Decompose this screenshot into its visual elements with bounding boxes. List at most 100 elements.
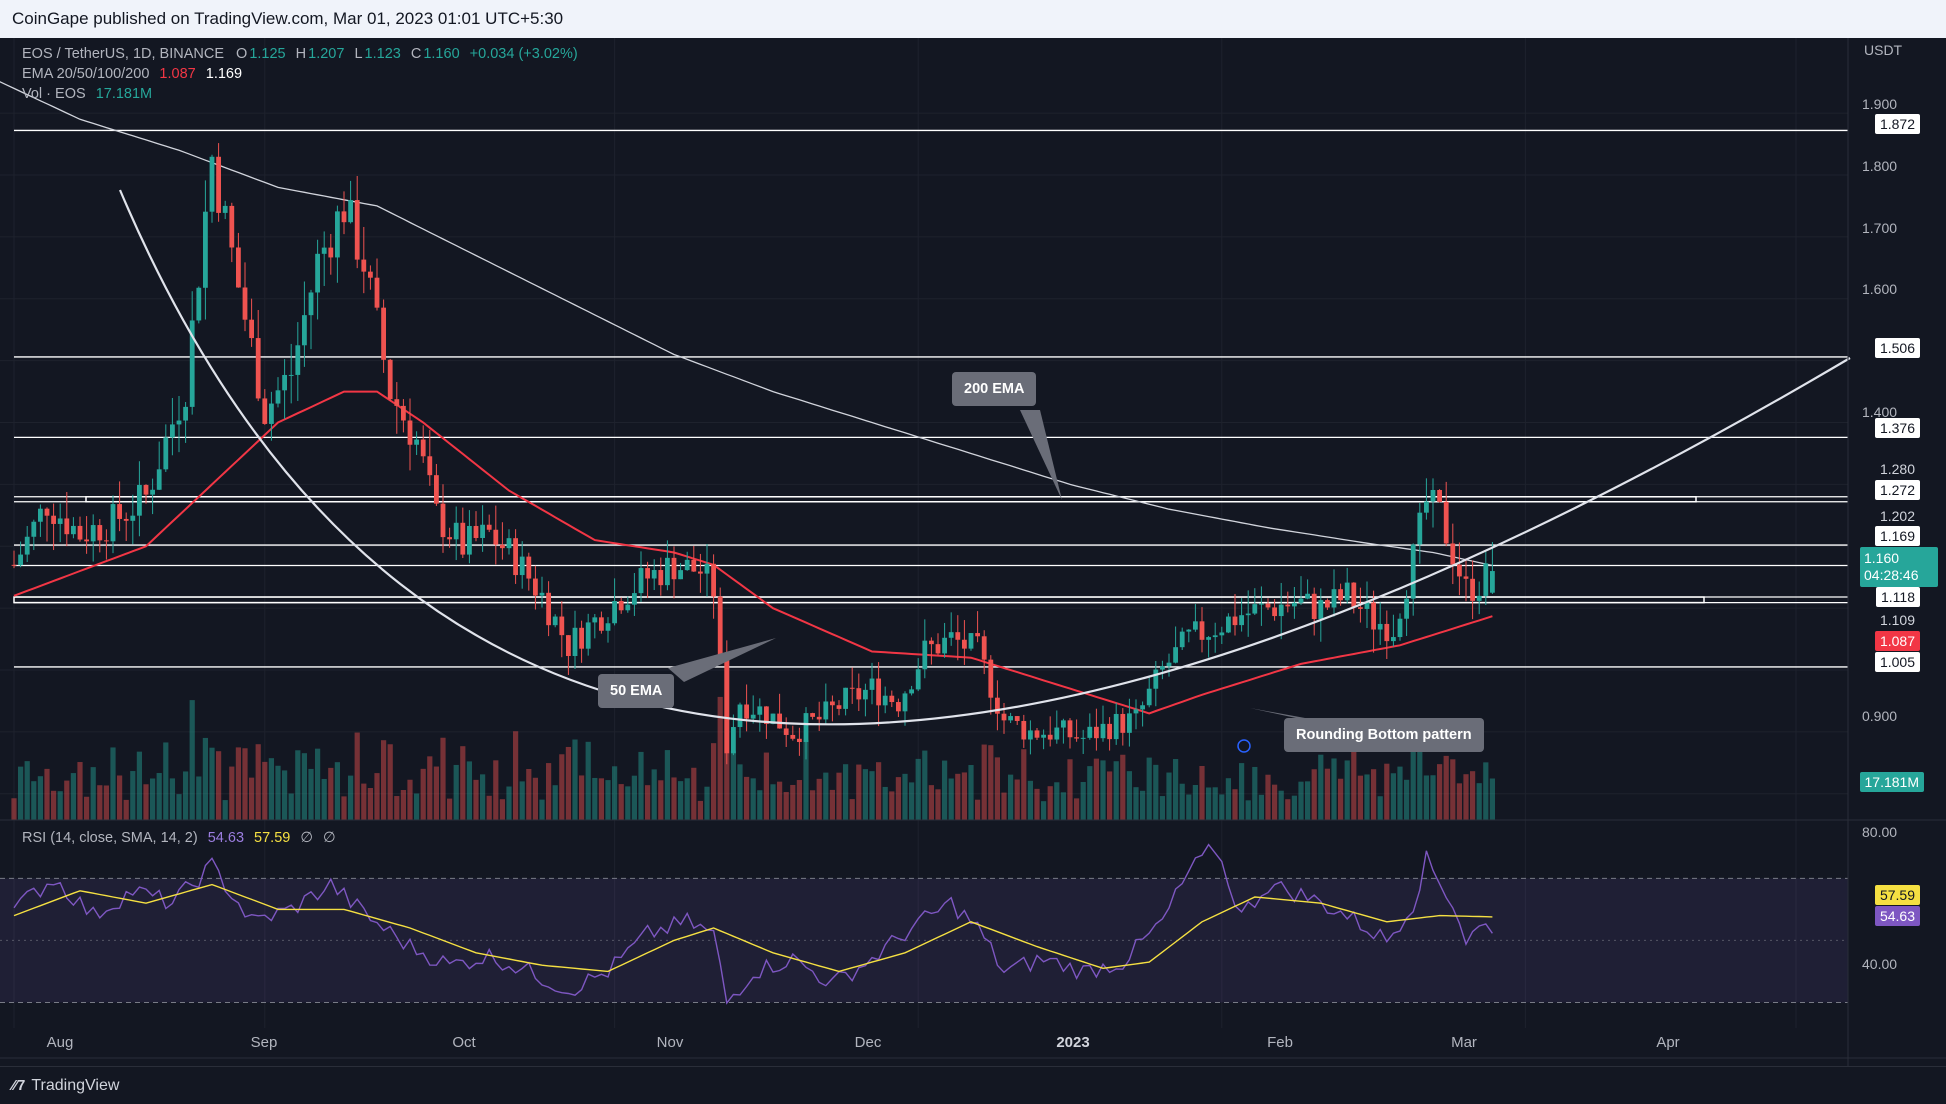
volume-bar <box>585 741 591 820</box>
volume-bar <box>579 775 585 820</box>
candle-body <box>374 277 380 308</box>
candle-body <box>1146 688 1152 706</box>
footer-brand[interactable]: TradingView <box>31 1076 120 1094</box>
candle-body <box>341 211 347 223</box>
price-tick: 1.400 <box>1862 404 1898 420</box>
curve-anchor-point <box>1237 739 1251 753</box>
volume-bar <box>631 775 637 820</box>
volume-bar <box>433 766 439 820</box>
volume-bar <box>862 769 868 820</box>
volume-bar <box>183 771 189 820</box>
candle-body <box>744 704 749 719</box>
x-tick-feb: Feb <box>1267 1034 1293 1051</box>
candle-body <box>1014 716 1020 721</box>
chart-frame[interactable]: EOS / TetherUS, 1D, BINANCE O 1.125 H 1.20… <box>0 38 1946 1066</box>
candle-body <box>552 616 558 626</box>
symbol-label[interactable]: EOS / TetherUS, 1D, BINANCE <box>22 46 224 62</box>
chart-canvas[interactable] <box>0 38 1946 1066</box>
candle-body <box>486 524 492 530</box>
volume-bar <box>110 747 116 820</box>
candle-body <box>368 271 373 278</box>
volume-bar <box>1265 774 1271 820</box>
candle-body <box>51 515 56 524</box>
ema-legend[interactable]: EMA 20/50/100/200 1.087 1.169 <box>22 66 242 82</box>
candle-body <box>480 524 485 538</box>
volume-bar <box>1120 754 1126 820</box>
volume-bar <box>948 778 954 820</box>
rsi-legend[interactable]: RSI (14, close, SMA, 14, 2) 54.63 57.59 … <box>22 830 336 846</box>
volume-bar <box>935 789 941 820</box>
candle-body <box>882 695 888 706</box>
candle-body <box>302 315 307 346</box>
candle-body <box>519 556 525 576</box>
candle-body <box>1087 726 1093 738</box>
candle-body <box>995 697 1000 714</box>
volume-bar <box>539 799 545 820</box>
volume-legend[interactable]: Vol · EOS 17.181M <box>22 86 158 102</box>
volume-bar <box>1377 796 1383 820</box>
x-tick-nov: Nov <box>656 1034 684 1051</box>
candle-body <box>1160 666 1165 670</box>
candle-body <box>249 319 254 339</box>
volume-bar <box>235 747 241 820</box>
volume-bar <box>268 758 274 820</box>
volume-bar <box>1470 771 1476 820</box>
candle-body <box>1285 604 1291 607</box>
tradingview-logo-icon[interactable]: ⁄⁄7 <box>12 1077 26 1094</box>
candle-body <box>57 518 63 524</box>
rsi-sma-value: 57.59 <box>254 830 291 846</box>
candle-body <box>460 522 466 555</box>
level-tag-1109: 1.109 <box>1879 612 1915 628</box>
volume-bar <box>103 785 109 820</box>
candle-body <box>506 538 512 549</box>
volume-bar <box>466 761 472 820</box>
candle-body <box>902 693 908 712</box>
volume-bar <box>572 739 578 820</box>
volume-bar <box>1456 783 1462 820</box>
volume-bar <box>552 785 558 820</box>
candle-body <box>823 701 829 720</box>
volume-bar <box>1443 755 1449 820</box>
volume-bar <box>790 784 796 820</box>
volume-bar <box>328 767 334 820</box>
candle-body <box>24 536 30 555</box>
candle-body <box>1094 726 1099 739</box>
candle-body <box>513 538 518 576</box>
candle-body <box>11 564 17 566</box>
ema200-value: 1.169 <box>205 66 243 82</box>
candle-body <box>1061 720 1066 728</box>
candle-body <box>876 678 881 706</box>
candle-body <box>770 713 776 724</box>
volume-layer <box>11 660 1495 820</box>
volume-bar <box>1344 760 1350 820</box>
candle-body <box>269 403 274 424</box>
volume-bar <box>189 700 195 820</box>
ema50-tag: 1.087 <box>1874 631 1920 651</box>
candle-body <box>869 678 875 690</box>
candle-body <box>229 205 235 248</box>
candle-body <box>18 554 23 566</box>
candle-body <box>1054 727 1060 740</box>
candle-body <box>453 522 459 540</box>
x-tick-2023: 2023 <box>1056 1034 1090 1051</box>
volume-bar <box>783 792 789 820</box>
candle-body <box>288 374 294 376</box>
volume-bar <box>1166 772 1172 820</box>
candle-body <box>559 616 565 636</box>
horizontal-levels-layer <box>13 129 1848 668</box>
candle-body <box>170 424 175 438</box>
candle-body <box>1483 563 1489 596</box>
candle-body <box>691 559 697 572</box>
volume-bar <box>1179 783 1185 820</box>
candle-body <box>90 525 96 542</box>
rsi-layer <box>13 843 1493 1005</box>
volume-bar <box>711 743 717 820</box>
ema200-callout-pointer <box>1020 410 1062 500</box>
candle-body <box>137 484 142 516</box>
candle-body <box>321 247 327 254</box>
candle-body <box>335 211 340 258</box>
volume-bar <box>1126 771 1132 820</box>
volume-bar <box>1291 795 1297 820</box>
volume-bar <box>902 773 908 820</box>
volume-bar <box>150 778 156 820</box>
